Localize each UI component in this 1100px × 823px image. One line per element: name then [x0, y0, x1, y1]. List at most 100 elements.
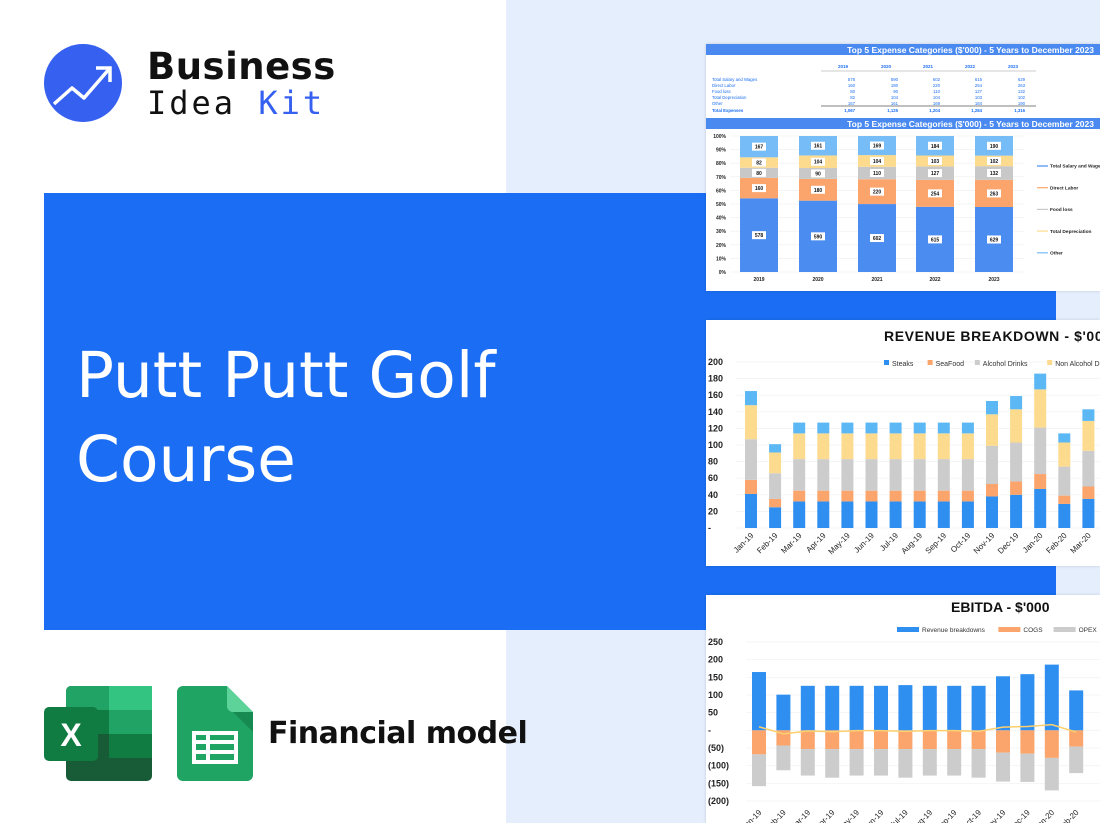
bar-opex: [898, 749, 913, 778]
bar-revenue: [922, 685, 937, 731]
bar-revenue: [1044, 664, 1059, 731]
x-tick-label: Jun-19: [862, 808, 886, 823]
bar-cogs: [874, 730, 888, 750]
x-tick-label: Dec-19: [996, 531, 1021, 556]
bar-cogs: [1069, 730, 1084, 747]
x-tick-label: Oct-19: [960, 808, 984, 823]
data-label: 160: [755, 186, 764, 192]
table-row-label: Total Salary and Wages: [712, 77, 757, 82]
table-cell: 578: [848, 77, 856, 82]
bar-segment: [889, 433, 902, 460]
table-column-header: 2021: [923, 64, 934, 69]
legend-label: Direct Labor: [1050, 185, 1078, 191]
bar-opex: [752, 754, 766, 787]
bar-segment: [889, 490, 902, 502]
y-tick-label: -: [708, 523, 711, 533]
bar-segment: [1010, 481, 1023, 495]
data-label: 82: [756, 161, 762, 167]
bar-segment: [745, 405, 757, 440]
data-label: 220: [873, 190, 882, 196]
x-tick-label: Feb-19: [764, 808, 789, 823]
bar-segment: [793, 490, 806, 502]
bar-revenue: [1069, 690, 1084, 731]
x-tick-label: Dec-19: [1007, 808, 1032, 823]
bar-segment: [913, 433, 926, 460]
bar-segment: [937, 490, 950, 502]
data-label-bg: [811, 232, 825, 241]
y-tick-label: 40%: [716, 216, 727, 222]
legend-label: SeaFood: [936, 361, 965, 368]
table-cell: 1,284: [971, 108, 982, 113]
y-tick-label: 50%: [716, 202, 727, 208]
bar-segment: [1082, 420, 1095, 451]
bar-segment: [1082, 486, 1095, 499]
y-tick-label: 0%: [719, 270, 727, 276]
data-label-bg: [870, 169, 884, 178]
legend-swatch: [884, 360, 889, 365]
bar-revenue: [898, 685, 913, 731]
bar-segment: [1058, 466, 1071, 496]
chart-title-bar: [706, 118, 1100, 129]
bar-opex: [825, 749, 840, 778]
x-tick-label: Jan-19: [740, 808, 764, 823]
x-tick-label: Mar-19: [788, 808, 813, 823]
bar-segment: [1082, 498, 1095, 528]
bar-segment: [986, 445, 998, 485]
bar-segment: [937, 433, 950, 460]
bar-revenue: [947, 685, 962, 731]
bar-segment: [961, 490, 974, 502]
y-tick-label: 120: [708, 423, 723, 433]
data-label-bg: [870, 141, 884, 150]
data-label: 180: [814, 188, 823, 194]
y-tick-label: 140: [708, 407, 723, 417]
legend-swatch: [927, 360, 933, 365]
y-tick-label: 100%: [713, 134, 726, 140]
table-cell: 104: [933, 95, 941, 100]
data-label: 103: [931, 159, 940, 165]
bar-segment: [1034, 389, 1047, 428]
table-cell: 169: [933, 101, 941, 106]
bar-segment: [745, 439, 757, 480]
bar-cogs: [922, 730, 937, 750]
brand-line-2b: Kit: [258, 83, 326, 122]
data-label: 629: [990, 237, 999, 243]
bar-segment: [865, 433, 878, 460]
revenue-breakdown-chart-card: REVENUE BREAKDOWN - $'000 - 20 40 60 80 100 120…: [706, 320, 1100, 566]
table-cell: 167: [848, 101, 856, 106]
bar-segment: [986, 496, 998, 528]
bar-segment: [1058, 442, 1071, 467]
y-tick-label: 60%: [716, 188, 727, 194]
bar-cogs: [825, 730, 840, 750]
y-tick-label: (200): [708, 796, 729, 806]
x-tick-label: 2019: [753, 277, 764, 283]
y-tick-label: 250: [708, 637, 723, 647]
bar-segment: [1010, 442, 1023, 482]
chart-title: Top 5 Expense Categories ($'000) - 5 Yea…: [847, 119, 1094, 129]
legend-label: Food loss: [1050, 207, 1073, 213]
data-label: 102: [990, 159, 999, 165]
data-label-bg: [811, 141, 825, 150]
table-cell: 102: [1018, 95, 1026, 100]
bar-cogs: [996, 730, 1010, 753]
bar-segment: [1034, 373, 1047, 390]
x-tick-label: Aug-19: [900, 531, 925, 556]
y-tick-label: 80%: [716, 161, 727, 167]
bar-opex: [1069, 746, 1084, 774]
data-label-bg: [752, 158, 766, 167]
bar-revenue: [776, 694, 791, 731]
bar-segment: [986, 401, 998, 415]
y-tick-label: 80: [708, 457, 718, 467]
y-tick-label: (50): [708, 743, 724, 753]
bar-segment: [841, 433, 854, 460]
y-tick-label: 20: [708, 506, 718, 516]
table-title-bar: [706, 44, 1100, 55]
x-tick-label: Nov-19: [972, 531, 997, 556]
legend-swatch: [1053, 627, 1076, 632]
data-label-bg: [811, 157, 825, 166]
bar-revenue: [874, 685, 888, 731]
table-row-label: Food loss: [712, 89, 731, 94]
bar-segment: [913, 490, 926, 502]
table-cell: 161: [891, 101, 899, 106]
bar-cogs: [947, 730, 962, 750]
table-cell: 190: [1018, 101, 1026, 106]
